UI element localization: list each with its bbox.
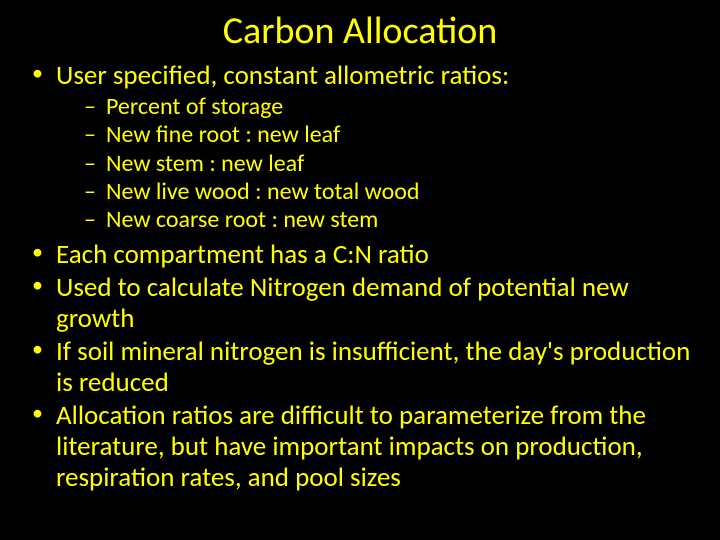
sub-bullet-text: Percent of storage <box>106 92 283 121</box>
bullet-text: Used to calculate Nitrogen demand of pot… <box>56 271 629 335</box>
slide: Carbon Allocation User specified, consta… <box>0 0 720 540</box>
sub-bullet-item: New live wood : new total wood <box>84 178 700 206</box>
bullet-list: User specified, constant allometric rati… <box>20 60 700 493</box>
bullet-item: Each compartment has a C:N ratio <box>32 239 700 270</box>
sub-bullet-item: New fine root : new leaf <box>84 121 700 149</box>
slide-title: Carbon Allocation <box>20 8 700 54</box>
bullet-item: Allocation ratios are difficult to param… <box>32 400 700 493</box>
bullet-text: Allocation ratios are difficult to param… <box>56 399 646 494</box>
bullet-item: If soil mineral nitrogen is insufficient… <box>32 336 700 398</box>
bullet-text: If soil mineral nitrogen is insufficient… <box>56 335 690 399</box>
bullet-text: User specified, constant allometric rati… <box>56 59 509 92</box>
sub-bullet-text: New live wood : new total wood <box>106 177 420 206</box>
sub-bullet-text: New coarse root : new stem <box>106 205 378 234</box>
sub-bullet-item: New coarse root : new stem <box>84 206 700 234</box>
bullet-item: Used to calculate Nitrogen demand of pot… <box>32 272 700 334</box>
bullet-text: Each compartment has a C:N ratio <box>56 238 429 271</box>
sub-bullet-item: Percent of storage <box>84 93 700 121</box>
bullet-item: User specified, constant allometric rati… <box>32 60 700 235</box>
sub-bullet-text: New stem : new leaf <box>106 149 304 178</box>
sub-bullet-list: Percent of storage New fine root : new l… <box>56 93 700 235</box>
sub-bullet-item: New stem : new leaf <box>84 150 700 178</box>
sub-bullet-text: New fine root : new leaf <box>106 120 340 149</box>
